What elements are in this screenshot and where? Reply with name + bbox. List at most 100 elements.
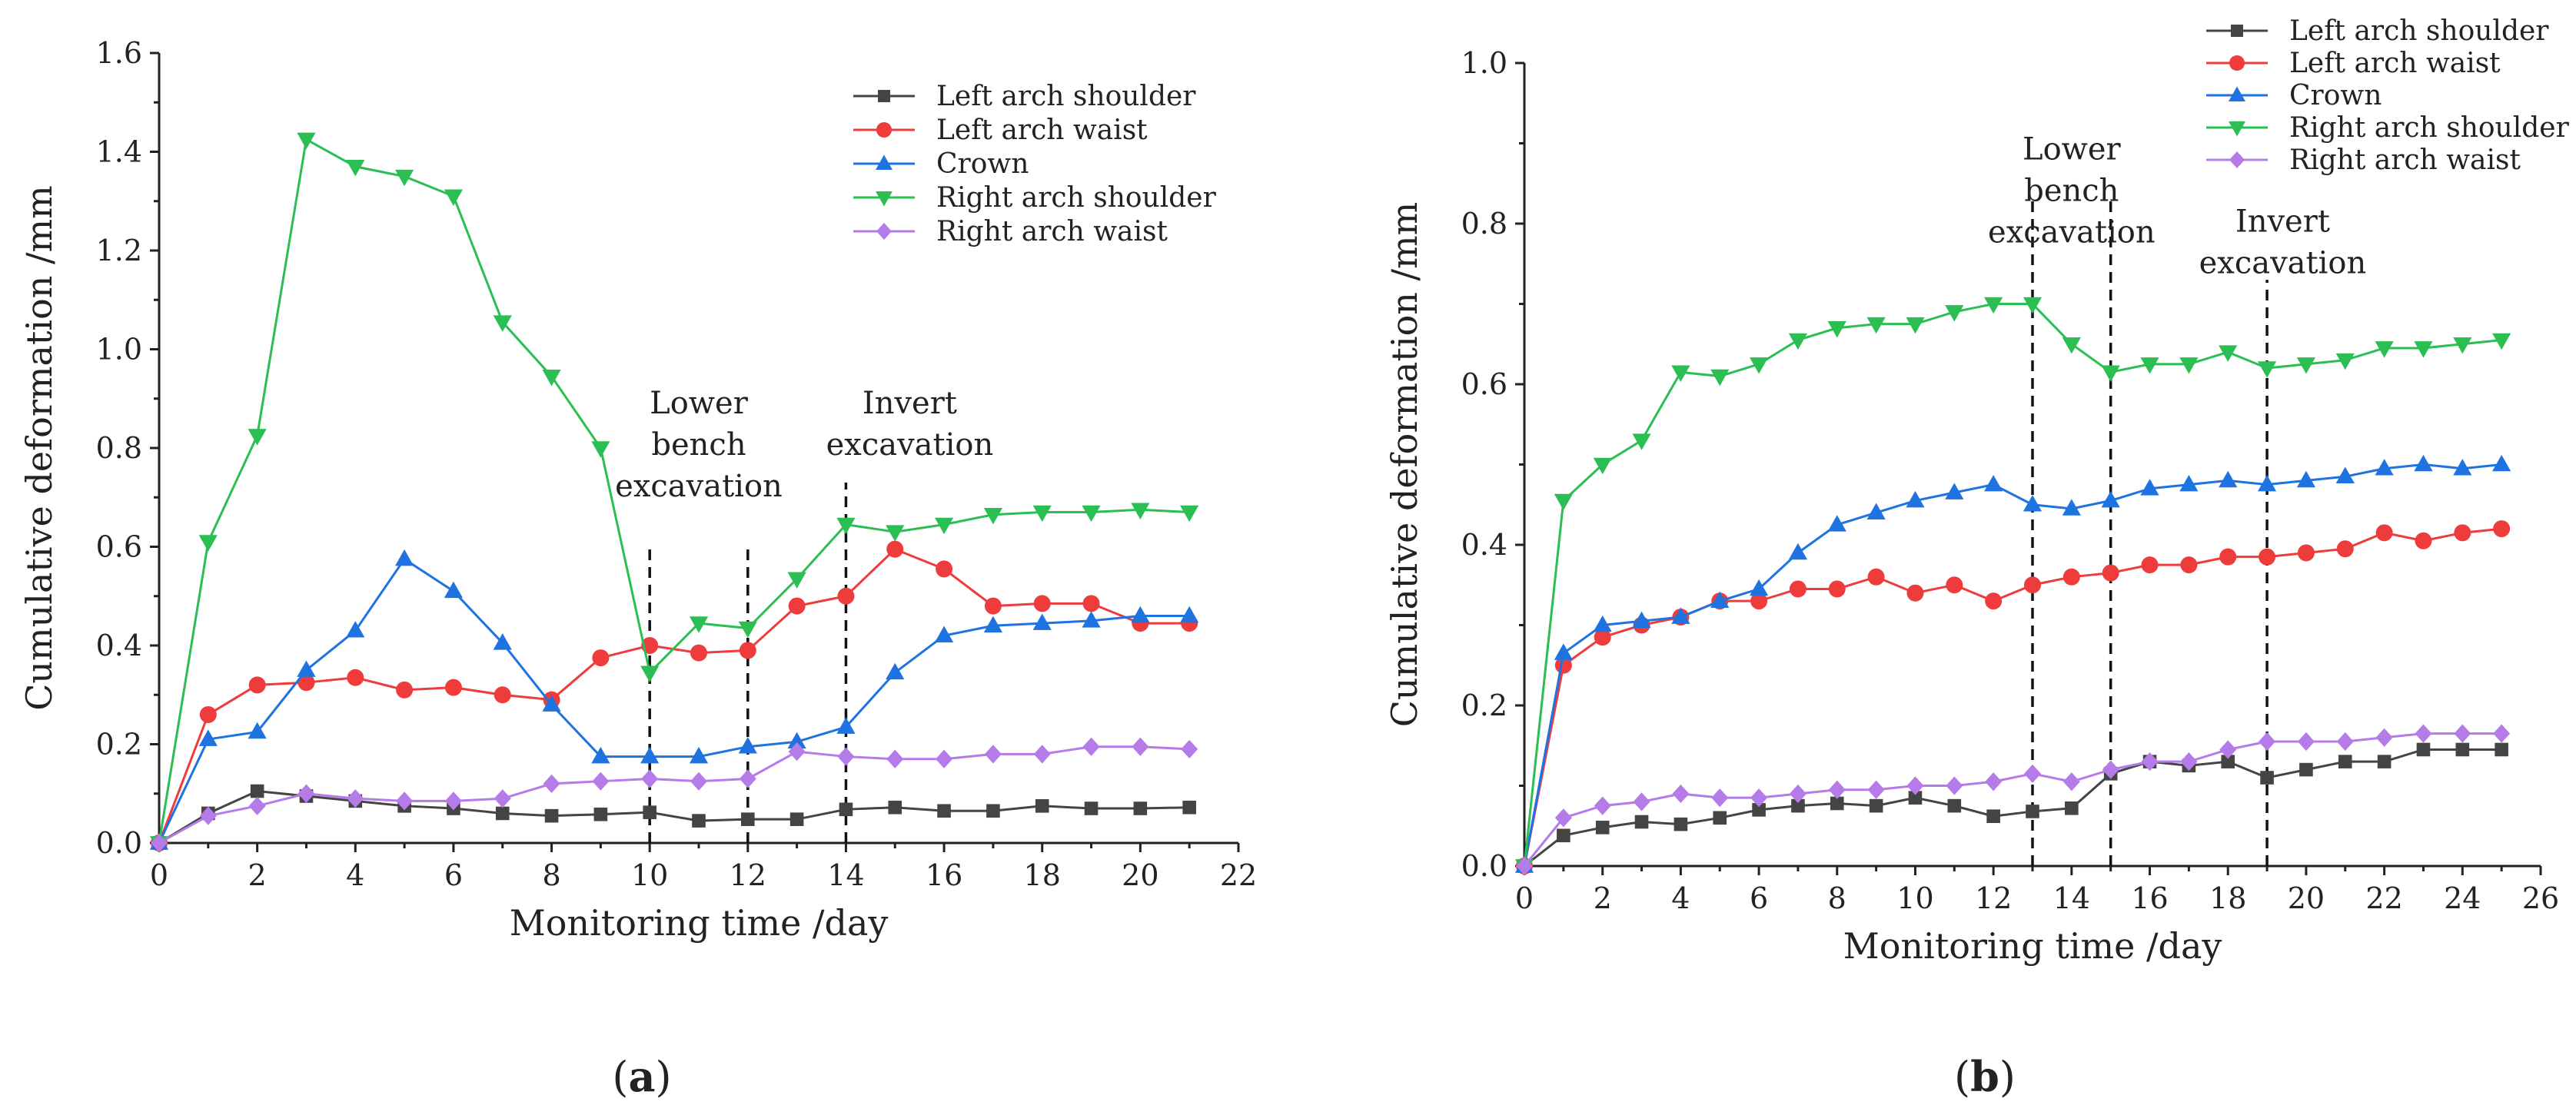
chart-a-data-point: [739, 642, 756, 659]
chart-a-data-point: [692, 814, 706, 828]
chart-a-y-tick-label: 1.2: [96, 234, 142, 267]
chart-a-legend-label: Left arch waist: [936, 114, 1148, 146]
chart-a-data-point: [836, 717, 856, 734]
chart-b-data-point: [2062, 499, 2081, 516]
chart-b-data-point: [1906, 490, 1925, 508]
chart-b-annotation-text: Lower: [2023, 131, 2122, 167]
chart-b-series-line: [1523, 303, 2502, 867]
chart-a-data-point: [640, 665, 660, 682]
chart-b-data-point: [1828, 780, 1846, 799]
chart-b-data-point: [1906, 584, 1924, 602]
chart-b-data-point: [1749, 579, 1769, 596]
chart-b-data-point: [2375, 459, 2394, 476]
chart-b-data-point: [1789, 580, 1807, 598]
chart-a-data-point: [983, 616, 1003, 633]
chart-a-data-point: [739, 769, 756, 788]
chart-a-data-point: [297, 784, 315, 803]
chart-a-series-line: [158, 547, 1190, 844]
chart-a-data-point: [199, 705, 217, 723]
chart-a-series-line: [158, 138, 1190, 844]
chart-panel-a: 0 2 4 6 8 10 12 14 16 18 20 22 0.0 0.2 0.4 0.6 0.8 1.0 1.2…: [18, 36, 1257, 1101]
chart-b-x-tick-label: 22: [2365, 881, 2402, 915]
chart-b-data-point: [2296, 357, 2316, 374]
chart-b-legend-marker: [2231, 25, 2243, 37]
chart-a-data-point: [248, 676, 266, 694]
chart-a-y-tick-label: 0.8: [96, 431, 142, 465]
chart-b-legend-marker: [2229, 55, 2245, 71]
chart-a-data-point: [690, 772, 707, 791]
chart-b-x-tick-label: 6: [1750, 881, 1768, 915]
chart-a-x-tick-label: 10: [631, 858, 668, 892]
chart-b-data-point: [2024, 764, 2041, 783]
chart-a-data-point: [738, 621, 757, 639]
chart-b-data-point: [2023, 495, 2043, 512]
chart-a-data-point: [886, 662, 905, 680]
chart-a-data-point: [689, 746, 709, 764]
chart-a-data-point: [1033, 595, 1051, 612]
chart-a-y-axis-title: Cumulative deformation /mm: [18, 185, 60, 711]
chart-a-data-point: [1131, 503, 1150, 519]
chart-a-data-point: [1181, 739, 1198, 759]
chart-b-data-point: [1632, 611, 1651, 629]
chart-b-data-point: [2454, 524, 2471, 542]
chart-a-data-point: [591, 441, 610, 458]
chart-a-x-tick-label: 18: [1024, 858, 1061, 892]
chart-b-data-point: [2377, 755, 2392, 768]
chart-a-series-line: [158, 745, 1190, 845]
chart-b-data-point: [2296, 470, 2316, 488]
chart-b-series-crown: [1514, 454, 2511, 873]
chart-a-data-point: [1082, 737, 1100, 756]
chart-b-data-point: [2453, 459, 2472, 476]
chart-b-data-point: [1945, 305, 1964, 322]
chart-a-x-tick-label: 2: [248, 858, 267, 892]
chart-a-data-point: [837, 587, 855, 605]
chart-a-data-point: [248, 796, 266, 815]
chart-b-data-point: [1986, 809, 2000, 824]
chart-b-data-point: [1946, 776, 1963, 795]
chart-b-data-point: [2492, 454, 2511, 472]
chart-b-data-point: [2219, 470, 2238, 488]
chart-b-data-point: [1554, 656, 1572, 674]
chart-b-data-point: [1710, 591, 1730, 608]
chart-b-series-left-arch-shoulder: [1517, 742, 2508, 873]
chart-a-legend-label: Left arch shoulder: [936, 81, 1196, 112]
chart-b-data-point: [1827, 515, 1846, 532]
chart-b-x-tick-label: 8: [1828, 881, 1846, 915]
chart-a-series-right-arch-waist: [151, 737, 1198, 853]
chart-b-data-point: [2102, 760, 2119, 779]
chart-b-legend-marker: [2229, 151, 2245, 168]
chart-b-data-point: [1946, 576, 1963, 594]
chart-a-data-point: [248, 722, 267, 739]
chart-a-x-tick-label: 16: [926, 858, 962, 892]
chart-a-data-point: [444, 679, 462, 696]
chart-a-data-point: [495, 806, 510, 821]
chart-b-data-point: [1866, 503, 1886, 519]
chart-b-data-point: [1713, 811, 1727, 825]
chart-b-data-point: [1984, 297, 2003, 314]
chart-b-data-point: [1634, 815, 1649, 829]
chart-a-data-point: [1131, 606, 1150, 623]
chart-a-data-point: [738, 737, 757, 754]
chart-b-series-line: [1523, 463, 2502, 867]
chart-b-data-point: [1867, 568, 1885, 586]
chart-b-data-point: [2375, 524, 2393, 542]
chart-a-data-point: [494, 789, 511, 808]
chart-a-data-point: [888, 800, 902, 815]
chart-b-data-point: [2062, 337, 2081, 354]
chart-b-data-point: [1594, 796, 1611, 815]
chart-a-data-point: [1082, 611, 1101, 628]
chart-a-data-point: [789, 812, 804, 826]
chart-b-y-tick-label: 1.0: [1461, 46, 1507, 80]
chart-b-x-tick-label: 0: [1515, 881, 1534, 915]
chart-b-y-tick-label: 0.0: [1461, 849, 1507, 883]
chart-b-data-point: [1750, 788, 1768, 808]
chart-b-data-point: [2024, 576, 2041, 594]
chart-b-data-point: [2338, 755, 2352, 768]
chart-a-y-tick-label: 0.2: [96, 728, 142, 762]
chart-b-data-point: [1908, 791, 1923, 805]
chart-b-y-tick-label: 0.8: [1461, 207, 1507, 241]
chart-a-y-tick-label: 0.4: [96, 629, 142, 662]
chart-a-series-line: [158, 557, 1190, 844]
chart-b-data-point: [1593, 615, 1612, 632]
